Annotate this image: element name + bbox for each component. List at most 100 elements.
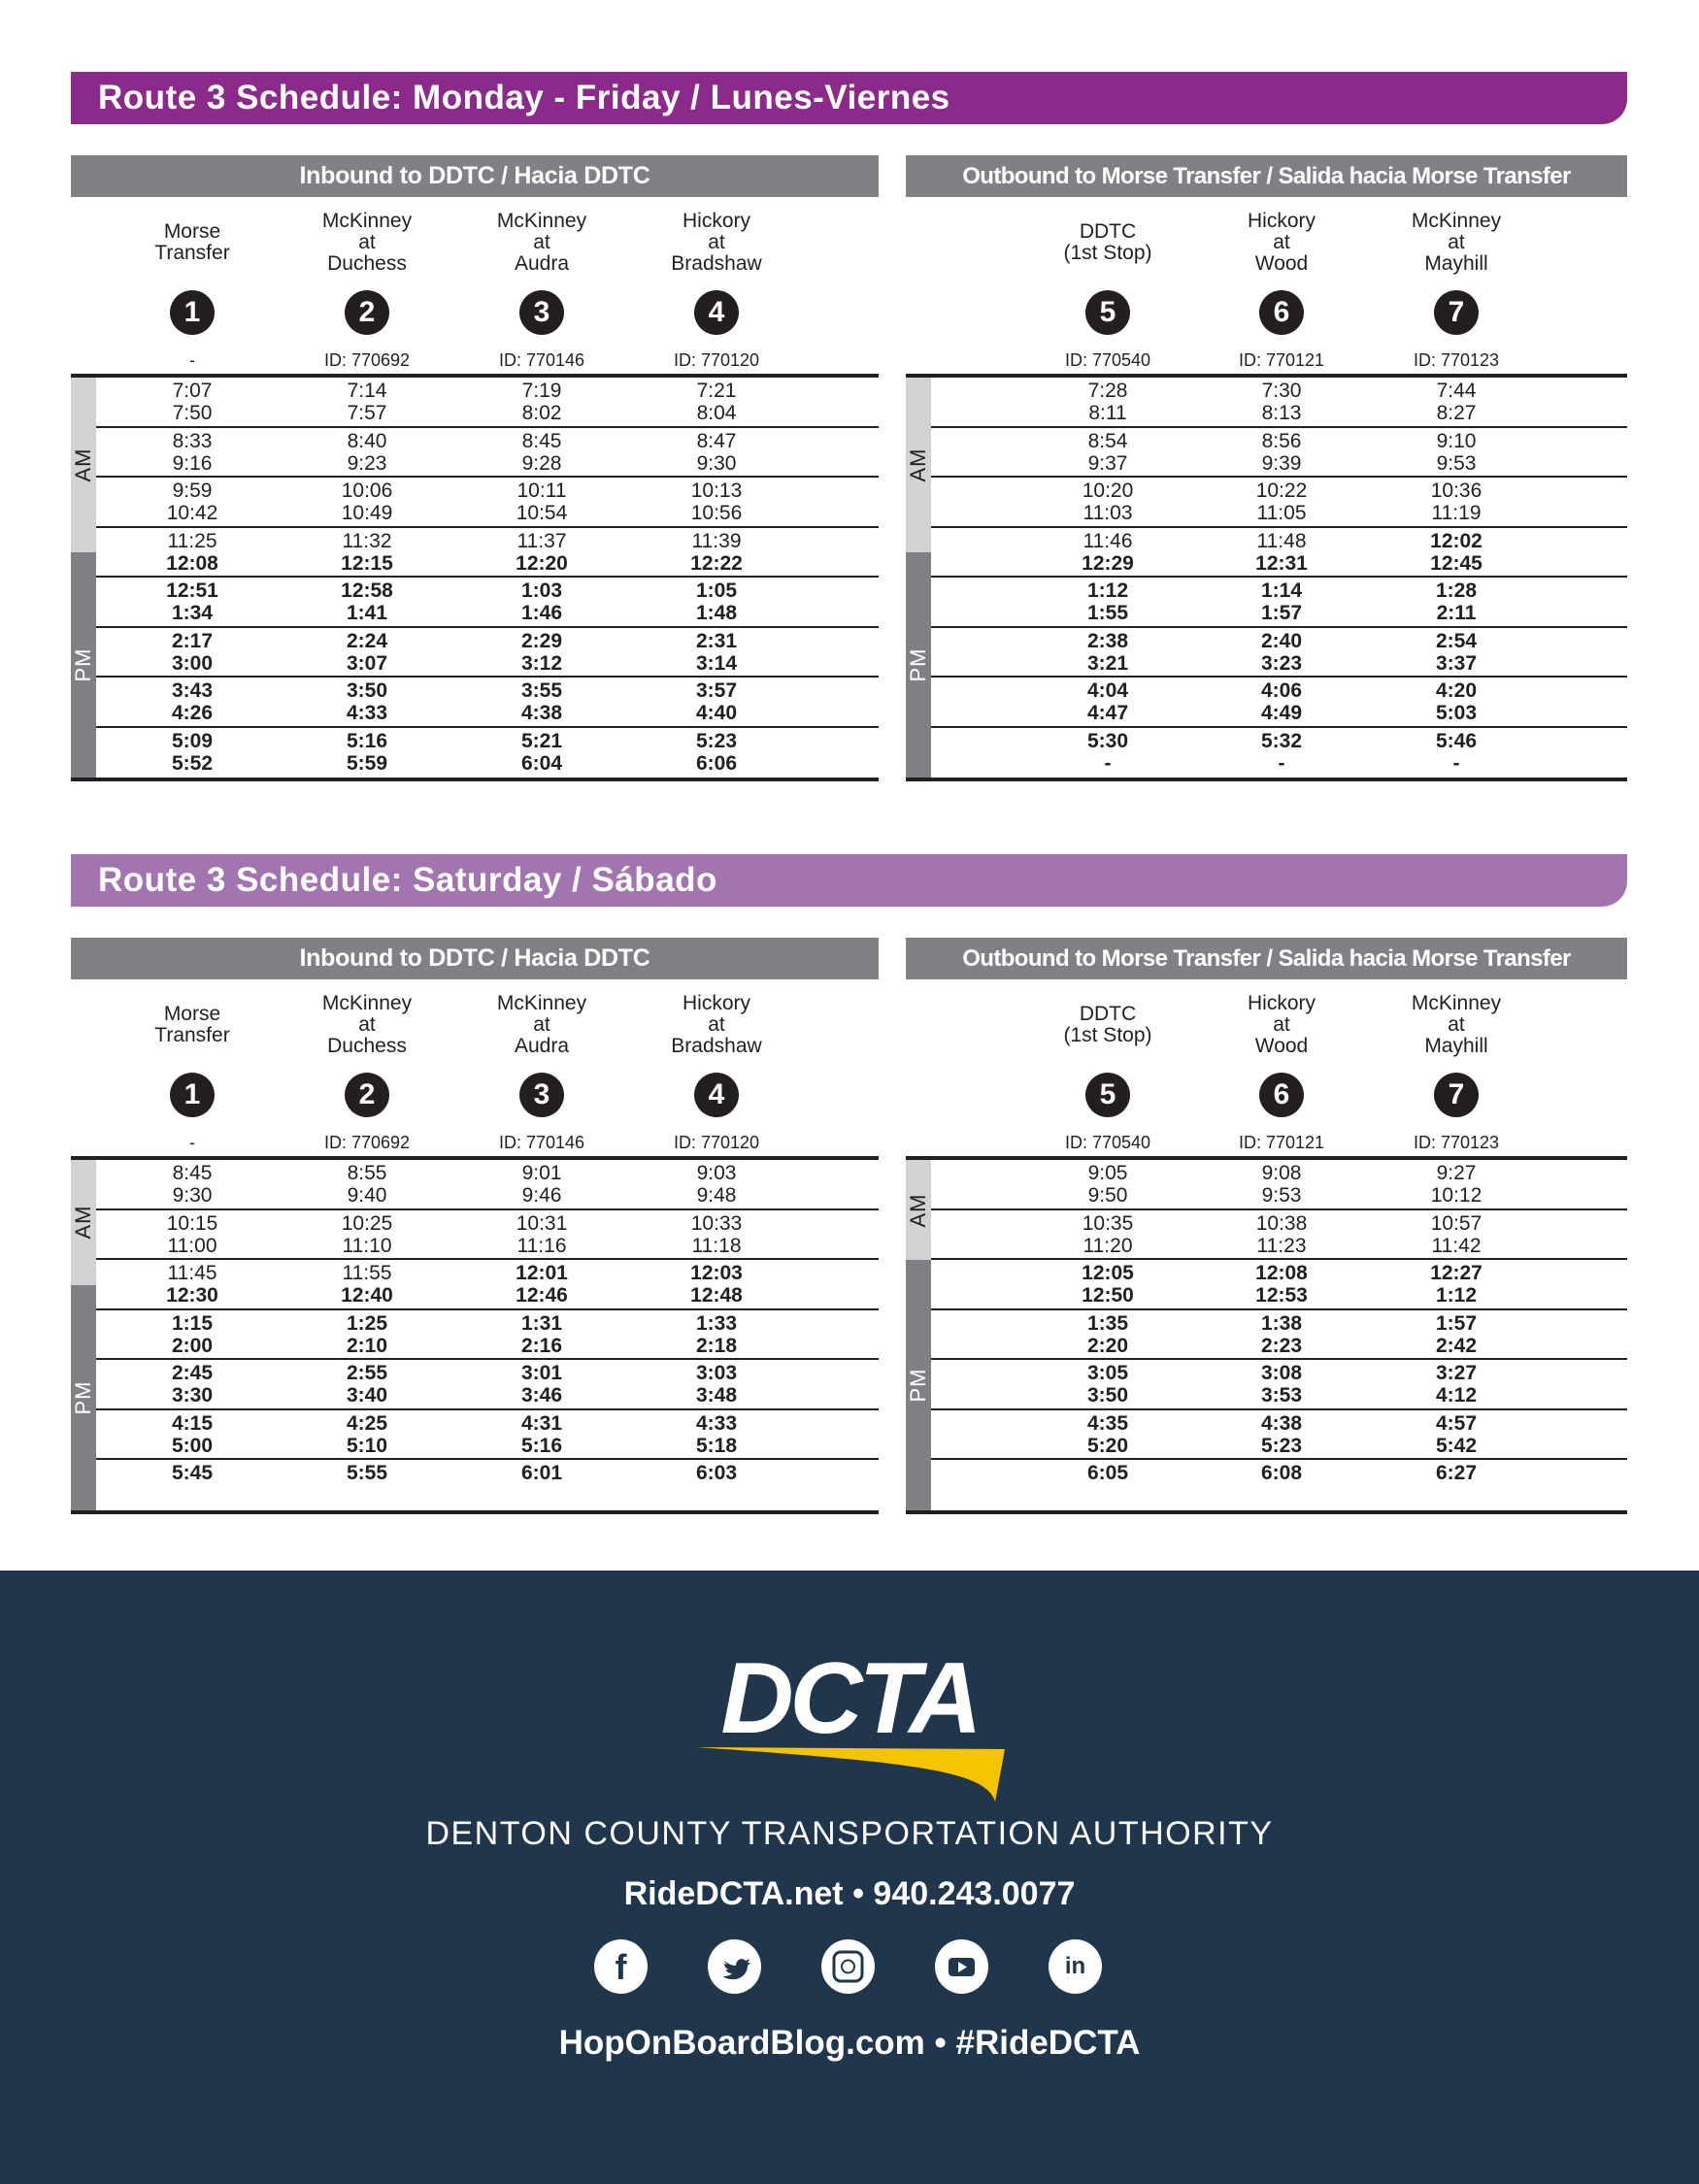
departure-time: 9:28: [521, 451, 562, 475]
time-cell: 3:57 4:40: [634, 679, 799, 724]
time-cell: 2:38 3:21: [1025, 630, 1190, 675]
departure-time: 8:33: [172, 429, 213, 452]
time-cell: 12:01 12:46: [459, 1262, 624, 1307]
am-band: AM: [71, 378, 96, 553]
stop-name-line: Wood: [1254, 252, 1309, 275]
departure-time: 10:57: [1430, 1211, 1482, 1235]
departure-time: 1:03: [520, 579, 563, 602]
departure-time: 11:25: [167, 529, 217, 552]
departure-time: 3:14: [695, 651, 738, 675]
stop-name-line: Hickory: [1247, 210, 1316, 232]
departure-time: 12:48: [690, 1284, 743, 1307]
time-cell: 4:38 5:23: [1199, 1412, 1364, 1457]
stop-number-icon: 3: [519, 1073, 564, 1117]
departure-time: 4:06: [1260, 679, 1303, 702]
departure-time: 8:47: [696, 429, 737, 452]
departure-time: 2:38: [1086, 629, 1129, 652]
departure-time: 12:08: [1255, 1262, 1308, 1284]
time-cell: 3:27 4:12: [1374, 1362, 1539, 1406]
facebook-icon[interactable]: f: [594, 1939, 648, 1994]
time-cell: 3:01 3:46: [459, 1362, 624, 1406]
time-cell: 1:05 1:48: [634, 579, 799, 624]
departure-time: 10:33: [690, 1211, 743, 1235]
departure-time: 5:52: [171, 751, 214, 775]
table-row: 1:15 2:00 1:25 2:10 1:31 2:16 1:33 2:18: [96, 1310, 879, 1360]
pm-label: PM: [71, 1380, 95, 1415]
stop-id: -: [189, 350, 195, 370]
stop-name-line: Duchess: [327, 1035, 407, 1057]
contact-line[interactable]: RideDCTA.net • 940.243.0077: [623, 1875, 1076, 1912]
time-cell: 8:56 9:39: [1199, 430, 1364, 475]
stop-name-line: at: [708, 231, 725, 253]
weekday-outbound-panel: Outbound to Morse Transfer / Salida haci…: [906, 155, 1627, 781]
departure-time: 8:11: [1088, 402, 1127, 424]
stop-name: Hickory at Wood: [1199, 197, 1364, 284]
dcta-logo-text: DCTA: [720, 1642, 982, 1755]
stop-id: ID: 770123: [1413, 1133, 1500, 1152]
pm-label: PM: [71, 647, 95, 682]
departure-time: 2:23: [1260, 1334, 1303, 1357]
period-column: AM PM: [71, 1160, 96, 1510]
stop-name-line: Transfer: [154, 1024, 230, 1046]
departure-time: 1:15: [171, 1311, 214, 1335]
time-cell: 7:14 7:57: [284, 380, 450, 424]
departure-time: 11:42: [1431, 1234, 1482, 1257]
stop-number-icon: 6: [1259, 1073, 1304, 1117]
weekday-inbound-panel: Inbound to DDTC / Hacia DDTC Morse Transf…: [71, 155, 879, 781]
time-cell: 6:05: [1025, 1462, 1190, 1484]
departure-time: 1:35: [1086, 1311, 1129, 1335]
weekday-inbound-times: AM PM 7:07 7:50 7:14 7:57 7:19 8:02 7:21 8:04 8:33…: [71, 374, 879, 781]
stop-name: Hickory at Bradshaw: [634, 197, 799, 284]
time-cell: 1:35 2:20: [1025, 1312, 1190, 1357]
departure-time: 3:53: [1260, 1384, 1303, 1406]
departure-time: 3:48: [695, 1384, 738, 1406]
linkedin-icon[interactable]: in: [1049, 1939, 1102, 1994]
time-cell: 11:39 12:22: [634, 530, 799, 575]
departure-time: 5:16: [346, 729, 388, 752]
departure-time: 3:50: [1086, 1384, 1129, 1406]
time-cell: 8:54 9:37: [1025, 430, 1190, 475]
departure-time: 10:13: [690, 480, 743, 502]
twitter-icon[interactable]: [708, 1939, 761, 1994]
inbound-stops: Morse Transfer 1- McKinney at Duchess 2 ID: 770…: [71, 979, 879, 1156]
stop-name-line: Morse: [163, 220, 221, 243]
time-cell: 6:01: [459, 1462, 624, 1484]
departure-time: 9:48: [696, 1184, 737, 1207]
departure-time: 8:40: [347, 429, 387, 452]
departure-time: 5:23: [1260, 1434, 1303, 1457]
saturday-outbound-panel: Outbound to Morse Transfer / Salida haci…: [906, 938, 1627, 1514]
departure-time: 4:35: [1086, 1411, 1129, 1435]
time-cell: 10:36 11:19: [1374, 480, 1539, 524]
stop-name-line: DDTC: [1079, 220, 1137, 243]
stop-name-line: at: [1273, 231, 1290, 253]
departure-time: 6:27: [1435, 1462, 1478, 1484]
departure-time: 9:53: [1261, 1184, 1302, 1207]
stop-number-icon: 4: [694, 1073, 739, 1117]
departure-time: 12:30: [166, 1284, 218, 1307]
instagram-icon[interactable]: [821, 1939, 875, 1994]
departure-time: 12:31: [1255, 551, 1308, 575]
stop-name: McKinney at Mayhill: [1374, 979, 1539, 1067]
time-cell: 9:03 9:48: [634, 1162, 799, 1207]
time-cell: 4:20 5:03: [1374, 679, 1539, 724]
blog-line[interactable]: HopOnBoardBlog.com • #RideDCTA: [558, 2024, 1141, 2062]
time-cell: 2:17 3:00: [110, 630, 275, 675]
departure-time: 2:40: [1260, 629, 1303, 652]
stop-number-icon: 5: [1085, 290, 1130, 335]
am-band: AM: [906, 1160, 931, 1260]
departure-time: 1:12: [1435, 1284, 1478, 1307]
departure-time: 3:03: [695, 1362, 738, 1384]
stop-id: ID: 770146: [498, 1133, 585, 1152]
time-cell: 2:45 3:30: [110, 1362, 275, 1406]
time-cell: 6:08: [1199, 1462, 1364, 1484]
time-cell: 7:07 7:50: [110, 380, 275, 424]
departure-time: 5:00: [171, 1434, 214, 1457]
stop-name-line: Hickory: [682, 992, 750, 1014]
table-row: 9:59 10:42 10:06 10:49 10:11 10:54 10:13 10:56: [96, 478, 879, 528]
stop-2: McKinney at Duchess 2 ID: 770692: [284, 979, 450, 1154]
table-row: 11:45 12:30 11:55 12:40 12:01 12:46 12:03 12:48: [96, 1260, 879, 1310]
departure-time: 2:24: [346, 629, 388, 652]
time-cell: 10:11 10:54: [459, 480, 624, 524]
departure-time: 2:20: [1086, 1334, 1129, 1357]
youtube-icon[interactable]: [935, 1939, 988, 1994]
